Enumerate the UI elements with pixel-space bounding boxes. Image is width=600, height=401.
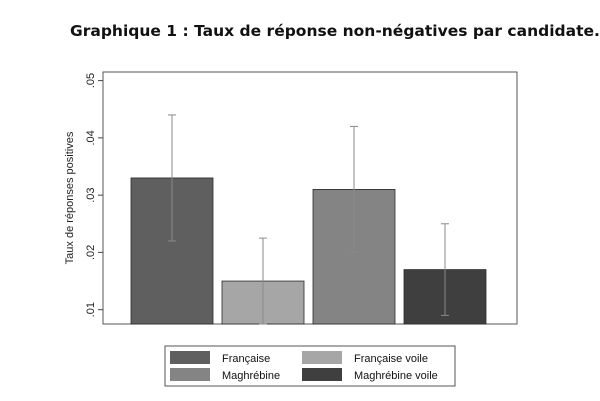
y-tick-label: .01 (85, 302, 97, 317)
y-tick-label: .02 (85, 245, 97, 260)
legend-label: Française voile (354, 353, 428, 365)
legend-label: Maghrébine (222, 370, 280, 382)
legend-label: Française (222, 353, 270, 365)
legend-swatch (170, 368, 210, 381)
legend: Française Française voile Maghrébine Maghré… (170, 351, 438, 382)
y-axis: .01 .02 .03 .04 .05 (85, 73, 103, 317)
legend-swatch (302, 368, 342, 381)
y-axis-label: Taux de réponses positives (64, 131, 76, 264)
y-tick-label: .04 (85, 130, 97, 145)
legend-label: Maghrébine voile (354, 370, 438, 382)
y-tick-label: .05 (85, 73, 97, 88)
y-tick-label: .03 (85, 187, 97, 202)
bars-group (130, 177, 487, 325)
chart-title: Graphique 1 : Taux de réponse non-négati… (70, 22, 600, 40)
error-bars-group (168, 114, 449, 325)
legend-swatch (170, 351, 210, 364)
legend-swatch (302, 351, 342, 364)
